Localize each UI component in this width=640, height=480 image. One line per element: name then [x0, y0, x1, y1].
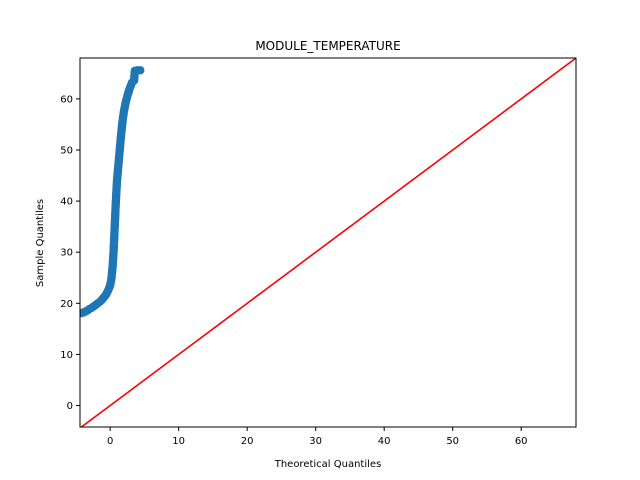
y-tick-label: 60 [60, 94, 73, 105]
y-tick-label: 40 [60, 197, 73, 208]
x-tick-label: 50 [446, 436, 459, 447]
chart-title: MODULE_TEMPERATURE [255, 39, 400, 53]
y-tick-label: 30 [60, 248, 73, 259]
y-tick-label: 20 [60, 299, 73, 310]
sample-quantile-point [136, 66, 145, 75]
y-axis-label: Sample Quantiles [35, 199, 46, 287]
plot-area [80, 58, 576, 427]
x-tick-label: 0 [107, 436, 113, 447]
x-tick-label: 30 [309, 436, 322, 447]
y-tick-label: 50 [60, 145, 73, 156]
x-tick-label: 20 [241, 436, 254, 447]
plot-marks [80, 58, 576, 427]
y-tick-label: 10 [60, 350, 73, 361]
reference-line [80, 58, 576, 427]
x-tick-label: 40 [378, 436, 391, 447]
axes-frame [79, 57, 577, 428]
x-axis-label: Theoretical Quantiles [274, 459, 382, 470]
y-axis: 0 10 20 30 40 50 60 [60, 94, 80, 412]
y-tick-label: 0 [67, 401, 73, 412]
x-tick-label: 10 [172, 436, 185, 447]
x-axis: 0 10 20 30 40 50 60 [107, 427, 528, 447]
x-tick-label: 60 [515, 436, 528, 447]
